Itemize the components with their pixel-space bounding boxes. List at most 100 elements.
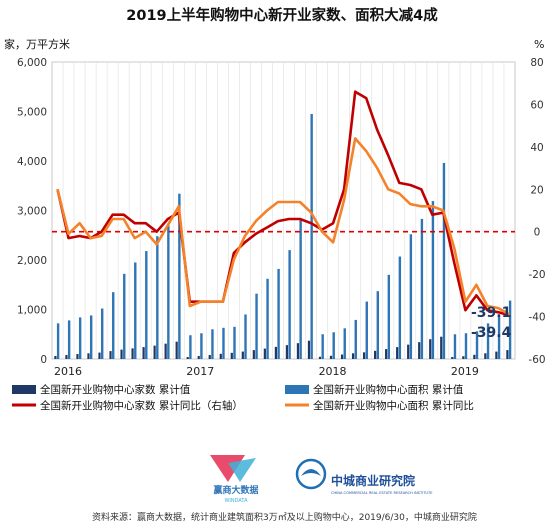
y-left-tick-label: 3,000 bbox=[17, 206, 47, 218]
y-right-tick-label: 60 bbox=[530, 99, 543, 111]
bar-count bbox=[186, 357, 189, 359]
bar-area bbox=[486, 323, 490, 359]
bar-area bbox=[442, 162, 446, 359]
bar-count bbox=[120, 349, 123, 359]
bar-count bbox=[197, 356, 200, 359]
institute-logo-icon bbox=[295, 458, 327, 490]
bar-area bbox=[409, 234, 413, 359]
logo-windata-sub: WINDATA bbox=[224, 498, 248, 504]
bar-area bbox=[299, 219, 302, 359]
y-left-tick-label: 5,000 bbox=[17, 107, 47, 119]
plot-area: 0 1,000 2,000 3,000 4,000 5,000 6,000 -60 -40 -2… bbox=[17, 57, 546, 378]
bar-area bbox=[67, 320, 71, 359]
x-year-label: 2017 bbox=[186, 365, 214, 378]
y-right-ticks: -60 -40 -20 0 20 40 60 80 bbox=[528, 57, 545, 366]
bar-area bbox=[56, 323, 60, 359]
legend-label-count-yoy: 全国新开业购物中心家数 累计同比（右轴） bbox=[40, 399, 243, 412]
bar-count bbox=[374, 350, 377, 359]
bar-count bbox=[307, 340, 311, 359]
legend-label-area-yoy: 全国新开业购物中心面积 累计同比 bbox=[313, 399, 474, 412]
bar-area bbox=[332, 332, 335, 359]
bar-area bbox=[255, 293, 258, 359]
bar-count bbox=[153, 345, 156, 359]
bar-area bbox=[321, 334, 324, 359]
bar-area bbox=[398, 256, 402, 359]
bar-count bbox=[495, 351, 498, 359]
bar-count bbox=[318, 356, 322, 359]
legend-swatch-area-bar bbox=[285, 385, 309, 394]
bar-count bbox=[418, 342, 421, 359]
y-left-tick-label: 0 bbox=[40, 354, 47, 366]
bar-count bbox=[362, 352, 366, 359]
bar-area bbox=[101, 308, 104, 359]
grid bbox=[62, 62, 505, 359]
y-right-tick-label: -60 bbox=[528, 354, 545, 366]
bar-area bbox=[222, 327, 225, 359]
bar-count bbox=[230, 352, 233, 359]
source-note: 资料来源：赢商大数据，统计商业建筑面积3万㎡及以上购物中心，2019/6/30，… bbox=[92, 511, 477, 523]
logo-institute-name: 中城商业研究院 bbox=[331, 473, 415, 488]
bar-count bbox=[285, 345, 289, 359]
bar-area bbox=[288, 250, 291, 359]
bar-area bbox=[178, 193, 181, 359]
annotation-count-yoy: -39.4 bbox=[471, 325, 512, 341]
windata-logo-icon-accent bbox=[228, 458, 256, 482]
bar-count bbox=[252, 350, 255, 359]
bar-area bbox=[365, 301, 368, 359]
bar-area bbox=[310, 113, 313, 359]
annotation-area-yoy: -39.1 bbox=[471, 305, 511, 321]
y-right-tick-label: 0 bbox=[534, 227, 541, 239]
bar-count bbox=[54, 356, 57, 359]
line-count-yoy bbox=[56, 90, 510, 317]
bar-count bbox=[462, 356, 465, 359]
bar-count bbox=[473, 354, 476, 359]
bar-area bbox=[200, 333, 203, 359]
bar-count bbox=[219, 353, 222, 359]
bar-area bbox=[277, 268, 280, 359]
x-year-label: 2019 bbox=[451, 365, 479, 378]
y-left-tick-label: 6,000 bbox=[17, 57, 47, 69]
y-left-unit: 家，万平方米 bbox=[4, 37, 70, 51]
bar-area bbox=[134, 262, 137, 359]
bar-count bbox=[131, 348, 134, 359]
bar-count bbox=[87, 353, 90, 359]
bar-area bbox=[145, 251, 148, 359]
bar-count bbox=[385, 349, 388, 359]
bar-area bbox=[189, 335, 192, 359]
lines bbox=[56, 90, 511, 317]
bar-count bbox=[65, 355, 68, 359]
bar-area bbox=[354, 319, 357, 359]
x-year-label: 2018 bbox=[319, 365, 347, 378]
bar-area bbox=[211, 329, 214, 359]
y-left-tick-label: 1,000 bbox=[17, 305, 47, 317]
bar-area bbox=[156, 236, 159, 359]
bar-area bbox=[112, 292, 115, 359]
bar-area bbox=[123, 273, 126, 359]
bar-count bbox=[241, 351, 244, 359]
bar-area bbox=[497, 316, 501, 359]
legend-label-area-bar: 全国新开业购物中心面积 累计值 bbox=[313, 383, 464, 396]
bar-count bbox=[429, 339, 432, 359]
x-year-labels: 2016 2017 2018 2019 bbox=[54, 365, 479, 378]
bar-area bbox=[387, 274, 391, 359]
bar-area bbox=[508, 300, 512, 359]
bar-count bbox=[109, 351, 112, 359]
bar-count bbox=[208, 355, 211, 359]
bar-count bbox=[76, 354, 79, 359]
bar-count bbox=[274, 346, 277, 359]
logo-research-institute: 中城商业研究院 CHINA COMMERCIAL REAL ESTATE RES… bbox=[295, 458, 433, 495]
bar-area bbox=[420, 218, 424, 359]
bar-area bbox=[453, 334, 457, 359]
x-year-label: 2016 bbox=[54, 365, 82, 378]
bar-area bbox=[244, 314, 247, 359]
logo-windata-name: 赢商大数据 bbox=[213, 484, 258, 496]
y-right-tick-label: -40 bbox=[528, 312, 545, 324]
line-area-yoy bbox=[56, 137, 511, 316]
y-left-tick-label: 2,000 bbox=[17, 255, 47, 267]
bar-count bbox=[484, 353, 487, 359]
bar-count bbox=[142, 347, 145, 359]
institute-logo-icon-mark bbox=[301, 469, 321, 476]
bar-count bbox=[263, 348, 266, 359]
bar-count bbox=[396, 347, 399, 359]
